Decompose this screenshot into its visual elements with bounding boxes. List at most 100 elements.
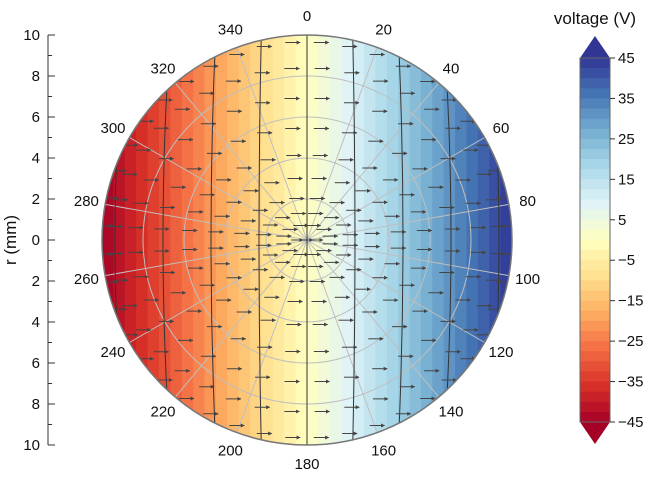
grid-spoke <box>306 239 378 433</box>
angle-tick-label: 200 <box>218 443 243 460</box>
colorbar-ticks: 45 35 25 15 5 −5 −15 −25 −35 −45 <box>610 50 643 431</box>
angle-tick-label: 100 <box>515 271 540 288</box>
colorbar-segment <box>580 331 610 342</box>
colorbar-max-arrow <box>580 36 610 58</box>
r-axis-tick-label: 6 <box>32 109 40 126</box>
r-axis-tick-label: 2 <box>32 191 40 208</box>
colorbar-segment <box>580 78 610 89</box>
colorbar-tick-label: 25 <box>618 131 635 148</box>
field-band <box>477 35 490 445</box>
field-band <box>250 35 263 445</box>
colorbar-segment <box>580 260 610 271</box>
r-axis-tick-label: 10 <box>23 437 40 454</box>
field-band <box>398 35 411 445</box>
r-axis: 10 8 6 4 2 0 2 4 6 8 10 <box>23 27 55 454</box>
field-band <box>102 35 114 445</box>
contour-line <box>210 35 217 445</box>
field-band <box>124 35 137 445</box>
angle-tick-label: 240 <box>100 344 125 361</box>
grid-spoke <box>306 203 509 241</box>
field-band <box>420 35 433 445</box>
angle-tick-label: 80 <box>519 193 536 210</box>
r-axis-title: r (mm) <box>1 215 20 265</box>
colorbar-title: voltage (V) <box>554 9 636 28</box>
field-band <box>455 35 468 445</box>
r-axis-tick-label: 4 <box>32 150 40 167</box>
angle-tick-labels: 0 20 40 60 80 100 120 140 160 180 200 220 240 260 280 3… <box>74 8 540 473</box>
colorbar-segment <box>580 290 610 302</box>
contour-line <box>397 35 404 445</box>
field-band <box>215 35 228 445</box>
grid-spoke <box>236 239 308 433</box>
field-band <box>432 35 445 445</box>
colorbar-segment <box>580 270 610 281</box>
colorbar-segment <box>580 209 610 221</box>
angle-tick-label: 260 <box>74 271 99 288</box>
grid-spoke <box>105 239 308 277</box>
colorbar-segment <box>580 118 610 130</box>
colorbar-segment <box>580 240 610 251</box>
colorbar-segment <box>580 381 610 393</box>
colorbar-segment <box>580 199 610 211</box>
angle-tick-label: 280 <box>74 193 99 210</box>
colorbar-tick-label: −15 <box>618 293 643 310</box>
field-band <box>284 35 297 445</box>
grid-spoke <box>306 47 378 241</box>
field-band <box>147 35 160 445</box>
colorbar-segment <box>580 189 610 201</box>
grid-spoke <box>174 82 308 241</box>
grid-spoke <box>306 137 485 241</box>
colorbar-segment <box>580 280 610 292</box>
angle-tick-label: 160 <box>371 443 396 460</box>
colorbar-segment <box>580 250 610 261</box>
colorbar-tick-label: −35 <box>618 374 643 391</box>
field-band <box>238 35 251 445</box>
angle-tick-label: 320 <box>150 60 175 77</box>
field-band <box>329 35 342 445</box>
grid-spoke <box>129 239 308 343</box>
colorbar-segment <box>580 159 610 170</box>
colorbar-frame <box>579 57 611 423</box>
colorbar-segment <box>580 108 610 120</box>
contour-line <box>352 35 356 445</box>
angle-tick-label: 120 <box>488 344 513 361</box>
contour-line <box>258 35 262 445</box>
colorbar-segment <box>580 401 610 413</box>
colorbar-segment <box>580 371 610 383</box>
colorbar-tick-label: −45 <box>618 414 643 431</box>
field-band <box>181 35 194 445</box>
field-band <box>113 35 126 445</box>
field-band <box>443 35 456 445</box>
field-band <box>261 35 274 445</box>
colorbar-segment <box>580 411 610 423</box>
field-band <box>466 35 479 445</box>
field-vectors <box>102 40 512 440</box>
angle-tick-label: 40 <box>443 60 460 77</box>
colorbar-segment <box>580 351 610 362</box>
colorbar-segment <box>580 149 610 160</box>
field-band <box>375 35 388 445</box>
colorbar-tick-label: 15 <box>618 171 635 188</box>
disc-border <box>101 34 513 446</box>
colorbar-segment <box>580 320 610 332</box>
grid-spoke <box>306 239 509 277</box>
r-axis-tick-label: 4 <box>32 314 40 331</box>
colorbar-tick-label: −25 <box>618 333 643 350</box>
grid-spoke <box>236 47 308 241</box>
colorbar-segment <box>580 88 610 99</box>
angle-tick-label: 180 <box>294 456 319 473</box>
field-band <box>386 35 399 445</box>
colorbar-segment <box>580 128 610 140</box>
r-axis-tick-label: 6 <box>32 355 40 372</box>
field-band <box>204 35 217 445</box>
colorbar-tick-label: 45 <box>618 50 635 67</box>
field-band <box>363 35 376 445</box>
colorbar-segment <box>580 219 610 231</box>
grid-spoke <box>306 239 485 343</box>
colorbar-segment <box>580 300 610 312</box>
angle-tick-label: 0 <box>303 8 311 25</box>
grid-spoke <box>129 137 308 241</box>
field-band <box>227 35 240 445</box>
r-axis-tick-label: 8 <box>32 68 40 85</box>
